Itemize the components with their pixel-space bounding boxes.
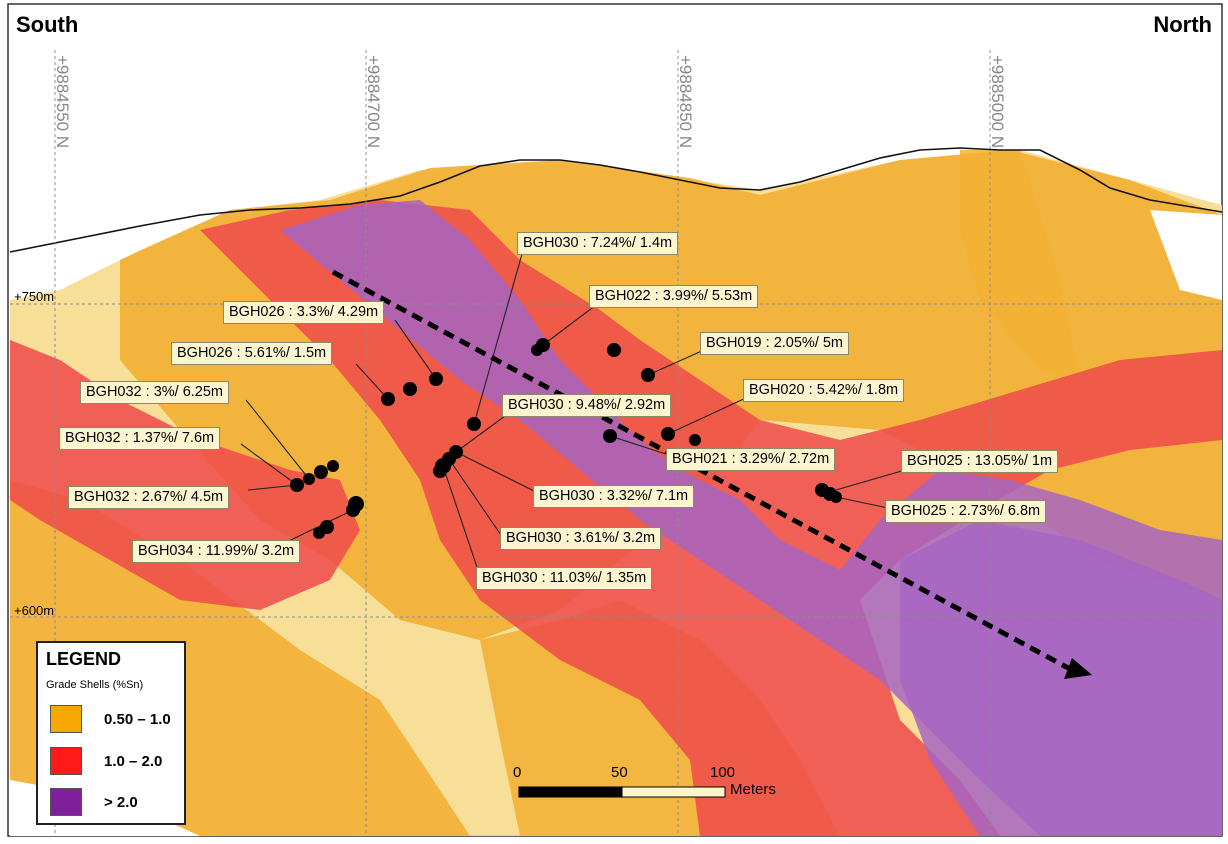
leader-line: [455, 415, 506, 453]
intercept-callout: BGH025 : 2.73%/ 6.8m: [885, 500, 1047, 523]
leader-line: [647, 349, 705, 376]
northing-label: +9884550 N: [53, 55, 72, 149]
legend-label-mid: 1.0 – 2.0: [104, 753, 163, 770]
grade-shell-high-east: [900, 520, 1222, 836]
intercept-callout: BGH030 : 3.61%/ 3.2m: [500, 527, 662, 550]
leader-line: [245, 399, 310, 480]
grid-lines: [10, 50, 1222, 836]
drill-intercept-point: [433, 464, 447, 478]
drill-intercept-point: [381, 392, 395, 406]
leader-line: [355, 363, 389, 400]
scale-tick-50: 50: [611, 764, 628, 781]
northing-label: +9884700 N: [364, 55, 383, 149]
intercept-callout: BGH030 : 7.24%/ 1.4m: [517, 232, 679, 255]
leader-line: [455, 451, 537, 493]
drill-intercept-point: [467, 417, 481, 431]
legend-subtitle: Grade Shells (%Sn): [46, 679, 144, 691]
intercept-callout: BGH032 : 1.37%/ 7.6m: [59, 427, 221, 450]
legend-title: LEGEND: [46, 649, 122, 669]
drill-intercept-point: [661, 427, 675, 441]
arrow-head-icon: [1064, 658, 1092, 679]
drill-intercept-point: [641, 368, 655, 382]
intercept-callout: BGH032 : 2.67%/ 4.5m: [68, 486, 230, 509]
scale-unit: Meters: [730, 781, 776, 798]
intercept-callout: BGH026 : 5.61%/ 1.5m: [171, 342, 333, 365]
leader-line: [609, 435, 670, 456]
leader-line: [442, 465, 481, 577]
scale-bar: [518, 786, 726, 798]
drill-intercept-point: [531, 344, 543, 356]
drill-intercept-point: [327, 460, 339, 472]
leader-line: [835, 469, 906, 491]
leader-line: [667, 396, 749, 435]
intercept-callout: BGH030 : 11.03%/ 1.35m: [476, 567, 653, 590]
intercept-callout: BGH025 : 13.05%/ 1m: [901, 450, 1059, 473]
legend-swatch-low: [50, 705, 82, 733]
legend-swatch-mid: [50, 747, 82, 775]
direction-label-north: North: [1153, 12, 1212, 37]
intercept-callout: BGH022 : 3.99%/ 5.53m: [589, 285, 759, 308]
elevation-label-600: +600m: [14, 603, 55, 618]
drill-intercept-point: [689, 434, 701, 446]
legend-label-high: > 2.0: [104, 794, 138, 811]
leader-line: [835, 496, 889, 509]
drill-intercept-point: [346, 503, 360, 517]
void-area-east: [1150, 210, 1222, 300]
drill-intercept-point: [303, 473, 315, 485]
intercept-callout: BGH019 : 2.05%/ 5m: [700, 332, 850, 355]
northing-label: +9885000 N: [988, 55, 1007, 149]
drill-intercept-points: [290, 338, 842, 539]
drill-intercept-point: [313, 527, 325, 539]
drill-intercept-point: [603, 429, 617, 443]
intercept-callout: BGH026 : 3.3%/ 4.29m: [223, 301, 385, 324]
northing-label: +9884850 N: [676, 55, 695, 149]
intercept-callout: BGH032 : 3%/ 6.25m: [80, 381, 230, 404]
drill-intercept-point: [429, 372, 443, 386]
elevation-label-750: +750m: [14, 289, 55, 304]
legend-swatch-high: [50, 788, 82, 816]
drill-intercept-point: [290, 478, 304, 492]
intercept-callout: BGH030 : 3.32%/ 7.1m: [533, 485, 695, 508]
drill-intercept-point: [403, 382, 417, 396]
leader-line: [542, 304, 597, 346]
drill-intercept-point: [830, 491, 842, 503]
leader-lines: [240, 253, 906, 577]
leader-line: [240, 443, 298, 486]
drill-intercept-point: [314, 465, 328, 479]
intercept-callout: BGH030 : 9.48%/ 2.92m: [502, 394, 672, 417]
intercept-callout: BGH021 : 3.29%/ 2.72m: [666, 448, 836, 471]
drill-intercept-point: [607, 343, 621, 357]
leader-line: [247, 484, 298, 491]
intercept-callout: BGH020 : 5.42%/ 1.8m: [743, 379, 905, 402]
intercept-callout: BGH034 : 11.99%/ 3.2m: [132, 540, 301, 563]
scale-tick-0: 0: [513, 764, 522, 781]
topography-line: [9, 147, 1222, 253]
leader-line: [473, 253, 523, 425]
leader-line: [448, 458, 504, 539]
direction-label-south: South: [16, 12, 79, 37]
legend: LEGEND Grade Shells (%Sn) 0.50 – 1.0 1.0…: [36, 641, 186, 825]
plunge-arrow: [331, 269, 1092, 679]
scale-tick-100: 100: [710, 764, 736, 781]
leader-line: [394, 319, 437, 380]
legend-label-low: 0.50 – 1.0: [104, 711, 171, 728]
